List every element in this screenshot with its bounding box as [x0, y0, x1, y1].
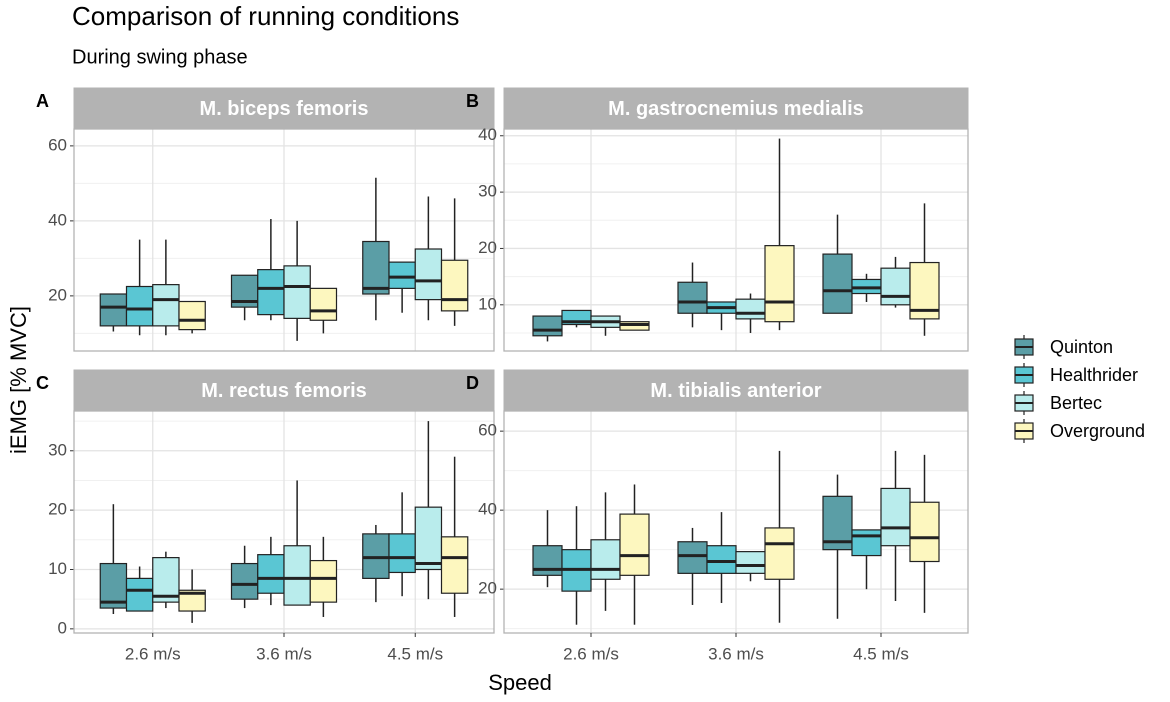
box: [822, 253, 853, 314]
y-tick-label: 20: [478, 238, 497, 257]
y-axis-label: iEMG [% MVC]: [6, 306, 31, 454]
panel-tag: B: [466, 91, 479, 111]
box: [735, 551, 766, 574]
box: [880, 267, 911, 306]
x-tick-label: 3.6 m/s: [256, 644, 312, 663]
strip-title: M. tibialis anterior: [650, 380, 821, 402]
y-tick-label: 30: [48, 440, 67, 459]
box: [283, 545, 311, 606]
box: [851, 529, 882, 557]
panel-tag: D: [466, 373, 479, 393]
x-axis-label: Speed: [488, 670, 552, 695]
y-tick-label: 30: [478, 182, 497, 201]
box: [440, 259, 469, 312]
box: [619, 513, 650, 576]
box: [257, 554, 285, 594]
box: [388, 533, 416, 574]
legend-label: Overground: [1050, 421, 1145, 441]
strip: [73, 87, 495, 130]
box: [706, 545, 737, 574]
x-tick-label: 2.6 m/s: [563, 644, 619, 663]
y-tick-label: 40: [478, 125, 497, 144]
y-tick-label: 40: [48, 210, 67, 229]
y-tick-label: 20: [48, 285, 67, 304]
box: [677, 281, 708, 314]
strip-title: M. biceps femoris: [200, 98, 369, 120]
box: [880, 487, 911, 547]
box: [362, 240, 390, 295]
box: [257, 269, 285, 316]
x-tick-label: 4.5 m/s: [387, 644, 443, 663]
strip: [73, 369, 495, 412]
strip-title: M. gastrocnemius medialis: [608, 98, 864, 120]
y-tick-label: 20: [478, 579, 497, 598]
box: [99, 293, 128, 327]
y-tick-label: 60: [48, 135, 67, 154]
x-tick-label: 3.6 m/s: [708, 644, 764, 663]
box: [125, 285, 154, 327]
box: [532, 315, 563, 337]
strip: [503, 87, 969, 130]
box: [178, 589, 206, 612]
chart-subtitle: During swing phase: [72, 46, 248, 68]
chart-title: Comparison of running conditions: [72, 1, 459, 31]
panel-tag: A: [36, 91, 49, 111]
box: [125, 577, 154, 612]
box: [230, 562, 259, 600]
legend-label: Bertec: [1050, 393, 1102, 413]
box: [283, 265, 311, 319]
box: [178, 300, 206, 331]
box: [414, 248, 443, 301]
strip: [503, 369, 969, 412]
box: [909, 501, 940, 563]
y-tick-label: 10: [478, 294, 497, 313]
box: [735, 298, 766, 320]
box: [388, 261, 416, 289]
box: [764, 527, 795, 580]
y-tick-label: 10: [48, 559, 67, 578]
x-tick-label: 4.5 m/s: [853, 644, 909, 663]
y-tick-label: 40: [478, 500, 497, 519]
y-tick-label: 20: [48, 500, 67, 519]
y-tick-label: 0: [58, 618, 67, 637]
legend-label: Healthrider: [1050, 365, 1138, 385]
box: [309, 287, 338, 321]
strip-title: M. rectus femoris: [201, 380, 367, 402]
box: [764, 245, 795, 323]
legend-label: Quinton: [1050, 337, 1113, 357]
box: [309, 559, 338, 603]
box: [590, 539, 621, 580]
box: [677, 541, 708, 574]
panel-tag: C: [36, 373, 49, 393]
box: [152, 284, 180, 327]
box: [440, 536, 469, 594]
y-tick-label: 60: [478, 421, 497, 440]
x-tick-label: 2.6 m/s: [125, 644, 181, 663]
box: [414, 506, 443, 571]
